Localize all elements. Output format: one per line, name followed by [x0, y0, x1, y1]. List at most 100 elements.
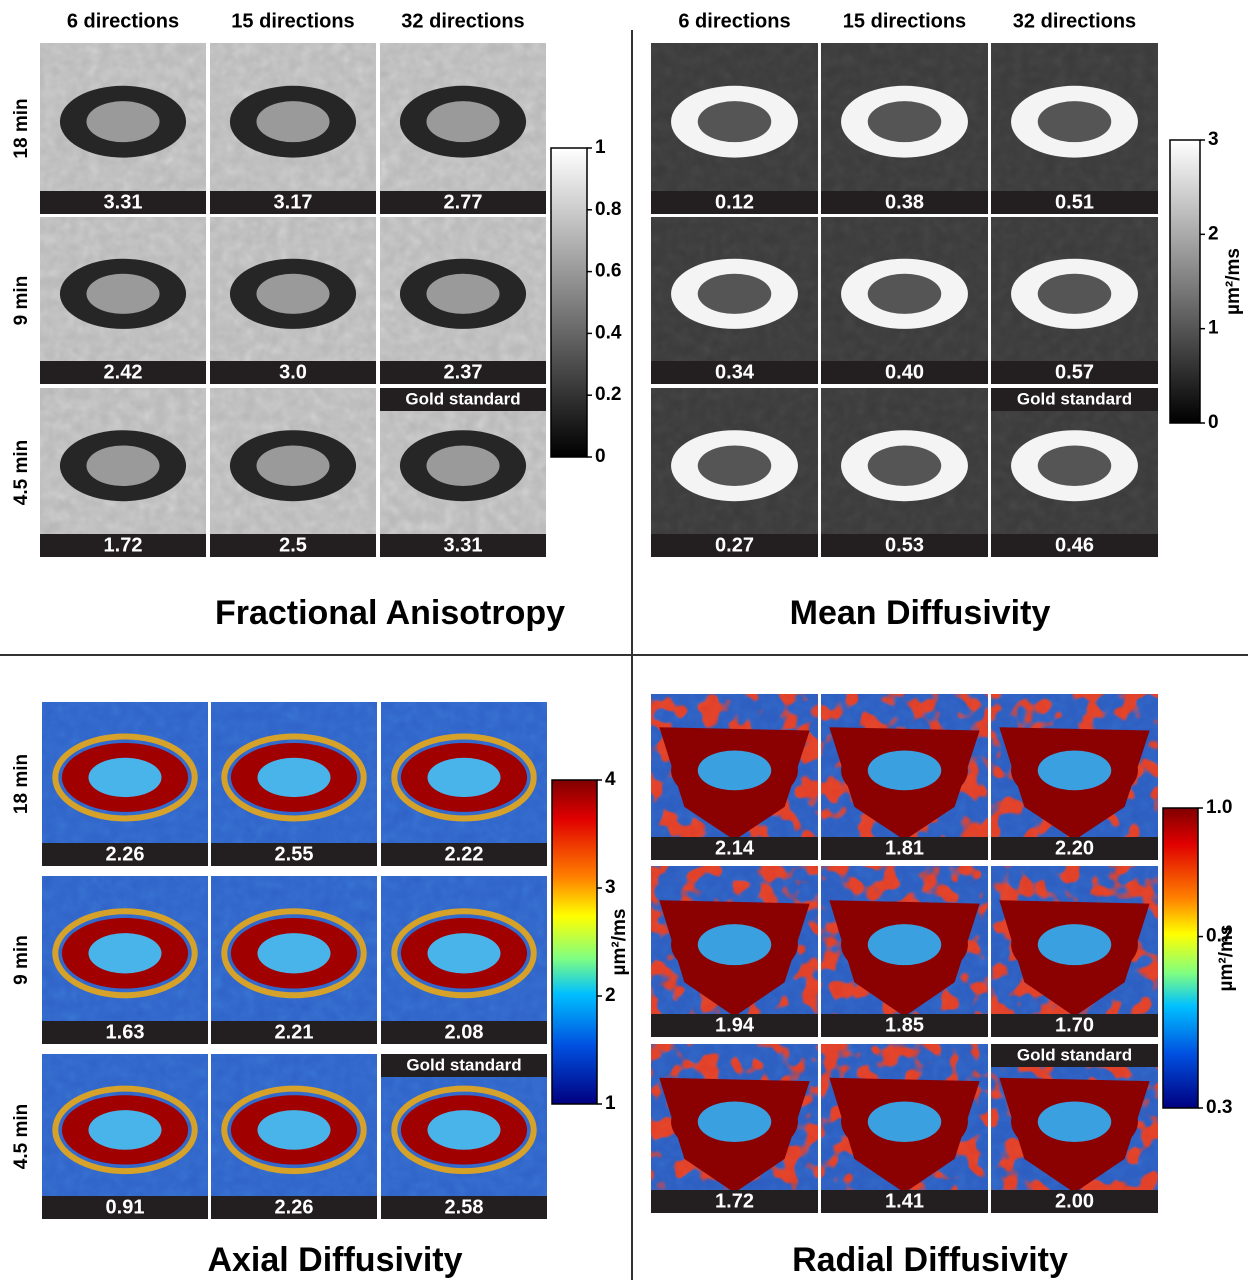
scan-image	[651, 866, 818, 1037]
scan-image	[210, 388, 376, 557]
scan-image	[381, 702, 547, 866]
value-label: 1.81	[885, 837, 924, 859]
value-bar	[991, 191, 1158, 214]
scan-image	[991, 1044, 1158, 1213]
image-cell: 0.91	[42, 1054, 208, 1219]
value-bar	[651, 191, 818, 214]
image-cell: 1.72	[651, 1044, 818, 1213]
image-cell: 1.94	[651, 866, 818, 1037]
column-header: 32 directions	[1013, 10, 1136, 32]
image-cell: 2.08	[381, 876, 547, 1044]
value-bar	[651, 361, 818, 384]
image-cell: 3.17	[210, 43, 376, 214]
cord-inner	[1037, 1101, 1112, 1143]
column-header: 6 directions	[678, 10, 790, 32]
cord-inner	[427, 757, 501, 798]
image-cell: 2.37	[380, 217, 546, 384]
cord-inner	[256, 445, 330, 487]
image-cell: 2.58 Gold standard	[381, 1054, 547, 1219]
colorbar-tick-label: 2	[1208, 223, 1219, 244]
panel-title: Mean Diffusivity	[790, 594, 1051, 632]
value-label: 2.37	[444, 361, 483, 383]
scan-image	[40, 217, 206, 384]
value-label: 0.57	[1055, 361, 1094, 383]
value-label: 0.40	[885, 361, 924, 383]
value-bar	[381, 1196, 547, 1219]
image-cell: 2.5	[210, 388, 376, 557]
colorbar-unit: µm²/ms	[609, 909, 630, 976]
image-cell: 1.81	[821, 694, 988, 860]
scan-image	[210, 43, 376, 214]
value-bar	[991, 1190, 1158, 1213]
row-label: 18 min	[11, 754, 32, 814]
value-label: 3.17	[274, 191, 313, 213]
value-bar	[210, 191, 376, 214]
cord-edge	[391, 908, 537, 999]
value-label: 2.77	[444, 191, 483, 213]
value-label: 0.27	[715, 534, 754, 556]
image-cell: 2.26	[42, 702, 208, 866]
colorbar	[1162, 807, 1199, 1109]
value-label: 0.91	[106, 1196, 145, 1218]
scan-image	[380, 388, 546, 557]
value-bar	[991, 837, 1158, 860]
value-label: 2.14	[715, 837, 755, 859]
image-cell: 0.38	[821, 43, 988, 214]
scan-image	[821, 694, 988, 860]
scan-image	[651, 388, 818, 557]
value-bar	[651, 1190, 818, 1213]
image-cell: 0.27	[651, 388, 818, 557]
cord-edge	[52, 733, 198, 822]
value-bar	[42, 1196, 208, 1219]
scan-image	[991, 217, 1158, 384]
cord-inner	[426, 101, 500, 143]
scan-image	[211, 1054, 377, 1219]
cord-inner	[697, 750, 772, 791]
row-label: 4.5 min	[11, 1104, 32, 1169]
value-bar	[821, 191, 988, 214]
cord-inner	[867, 750, 942, 791]
scan-image	[821, 866, 988, 1037]
cord-inner	[1037, 445, 1112, 487]
cord-inner	[88, 1110, 162, 1150]
scan-image	[211, 876, 377, 1044]
value-label: 2.00	[1055, 1190, 1094, 1212]
image-cell: 2.26	[211, 1054, 377, 1219]
colorbar-tick-label: 4	[605, 769, 616, 790]
cord-edge	[221, 1085, 367, 1175]
colorbar	[1169, 139, 1201, 424]
image-cell: 0.40	[821, 217, 988, 384]
colorbar-tick-label: 0.7	[1206, 926, 1232, 947]
image-cell: 2.22	[381, 702, 547, 866]
scan-image	[821, 43, 988, 214]
value-bar	[40, 534, 206, 557]
value-label: 0.34	[715, 361, 755, 383]
value-bar	[380, 361, 546, 384]
cord-inner	[697, 1101, 772, 1143]
panel-title: Fractional Anisotropy	[215, 594, 565, 632]
value-label: 0.38	[885, 191, 924, 213]
image-cell: 1.41	[821, 1044, 988, 1213]
image-cell: 0.57	[991, 217, 1158, 384]
value-bar	[991, 534, 1158, 557]
value-label: 1.72	[104, 534, 143, 556]
cord-inner	[88, 933, 162, 974]
image-cell: 0.53	[821, 388, 988, 557]
cord-inner	[426, 273, 500, 314]
value-bar	[821, 1014, 988, 1037]
column-header: 15 directions	[231, 10, 354, 32]
colorbar-tick-label: 1	[1208, 318, 1219, 339]
gold-label: Gold standard	[1017, 1045, 1132, 1064]
image-cell: 2.42	[40, 217, 206, 384]
image-cell: 2.00 Gold standard	[991, 1044, 1158, 1213]
row-label: 4.5 min	[11, 440, 32, 505]
colorbar-unit: µm²/ms	[1216, 925, 1237, 992]
image-cell: 1.63	[42, 876, 208, 1044]
image-cell: 3.31 Gold standard	[380, 388, 546, 557]
scan-image	[821, 388, 988, 557]
cord-inner	[426, 445, 500, 487]
value-bar	[42, 843, 208, 866]
cord-inner	[86, 445, 160, 487]
gold-bar	[991, 388, 1158, 411]
